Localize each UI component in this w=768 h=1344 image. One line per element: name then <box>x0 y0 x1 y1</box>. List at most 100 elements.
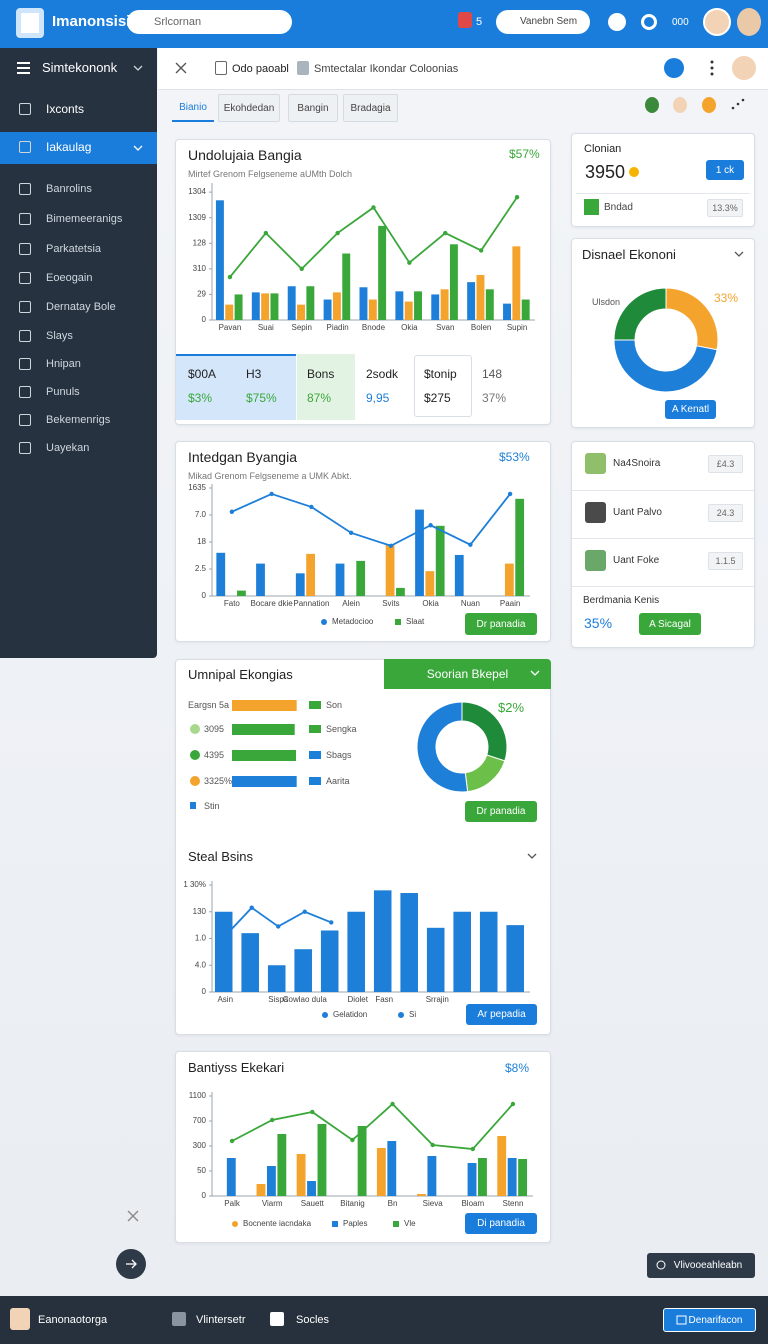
footer <box>0 1296 768 1344</box>
label: Simtekononk <box>42 60 118 75</box>
fab[interactable] <box>116 1249 146 1279</box>
sidebar-item[interactable]: Ixconts <box>46 102 85 116</box>
sidebar-active[interactable] <box>0 132 157 164</box>
button[interactable]: Vlivooeahleabn <box>647 1253 755 1278</box>
sidebar-item[interactable]: Banrolins <box>46 183 92 195</box>
sidebar-item[interactable]: Slays <box>46 330 73 342</box>
more-icon <box>731 106 735 110</box>
avatar[interactable] <box>737 8 761 36</box>
list-label: Uant Palvo <box>613 506 662 518</box>
label: Srlcornan <box>154 16 202 28</box>
avatar[interactable] <box>703 8 731 36</box>
sidebar-icon <box>19 386 31 398</box>
menu-icon <box>17 62 30 64</box>
button[interactable]: 1 ck <box>706 160 744 180</box>
button[interactable]: A Kenatl <box>665 400 716 419</box>
chart-title: Steal Bsins <box>188 849 254 864</box>
label: 000 <box>672 17 689 28</box>
close-icon <box>127 1210 139 1222</box>
button[interactable]: Di panadia <box>465 1213 537 1234</box>
sidebar-icon <box>19 183 31 195</box>
tab[interactable]: Bradagia <box>343 94 398 122</box>
legend-label: Son <box>326 700 343 710</box>
stat-box <box>414 355 472 417</box>
close-icon <box>127 1210 139 1222</box>
badge: $57% <box>509 147 540 161</box>
legend-label: Stin <box>204 801 220 811</box>
chat-icon[interactable] <box>608 13 626 31</box>
avatar[interactable] <box>732 56 756 80</box>
tab[interactable]: Bianio <box>172 94 214 122</box>
sidebar-item[interactable]: Bimemeeranigs <box>46 213 123 225</box>
sidebar-item[interactable]: Uayekan <box>46 442 90 454</box>
footer-item[interactable]: Socles <box>296 1314 330 1326</box>
item-icon <box>585 501 606 523</box>
sidebar-icon <box>19 414 31 426</box>
stat-value: $tonip <box>424 367 457 381</box>
avatar <box>10 1308 30 1330</box>
label: Bndad <box>604 202 633 213</box>
button[interactable]: Dr panadia <box>465 801 537 822</box>
legend-label: Sbags <box>326 750 352 760</box>
footer-icon <box>172 1312 186 1326</box>
sidebar-item[interactable]: Punuls <box>46 386 80 398</box>
button[interactable]: A Sicagal <box>639 613 701 635</box>
action-icon[interactable] <box>664 58 684 78</box>
sidebar-icon <box>19 330 31 342</box>
badge: $8% <box>505 1061 530 1075</box>
divider <box>576 193 750 194</box>
sidebar-icon <box>19 272 31 284</box>
settings-icon[interactable] <box>641 14 657 30</box>
stat-value: 37% <box>482 391 507 405</box>
sidebar-icon <box>19 442 31 454</box>
stat-value: 9,95 <box>366 391 390 405</box>
button[interactable]: Ar pepadia <box>466 1004 537 1025</box>
sidebar-item[interactable]: Iakaulag <box>46 140 92 154</box>
sidebar-icon <box>19 141 31 153</box>
chart-title: Undolujaia Bangia <box>188 147 302 163</box>
search-box[interactable] <box>127 10 292 34</box>
value-box: 13.3% <box>707 199 743 217</box>
sidebar-item[interactable]: Hnipan <box>46 358 81 370</box>
chart-title: Disnael Ekononi <box>582 247 676 262</box>
button[interactable]: Dr panadia <box>465 613 537 635</box>
divider <box>572 538 754 539</box>
stat-value: 2sodk <box>366 367 399 381</box>
category-label: 3325% <box>204 776 233 786</box>
tab[interactable]: Bangin <box>288 94 338 122</box>
toolbar-tab[interactable]: Smtectalar Ikondar Coloonias <box>314 63 459 75</box>
sidebar-item[interactable]: Bekemenrigs <box>46 414 111 426</box>
annotation: $2% <box>498 700 525 715</box>
stat-highlight <box>297 354 355 420</box>
list-footer-value: 35% <box>584 615 613 631</box>
user-icon <box>702 97 716 113</box>
user-icon <box>645 97 659 113</box>
sidebar-item[interactable]: Dernatay Bole <box>46 301 116 313</box>
item-icon <box>585 453 606 474</box>
menu-icon <box>17 67 30 69</box>
sidebar-item[interactable]: Eoeogain <box>46 272 93 284</box>
stat-value: H3 <box>246 367 262 381</box>
chart-title: Bantiyss Ekekari <box>188 1060 285 1075</box>
sidebar-icon <box>19 358 31 370</box>
button[interactable]: Denarifacon <box>663 1308 756 1332</box>
tab[interactable]: Ekohdedan <box>218 94 280 122</box>
more-icon <box>736 102 740 106</box>
button[interactable]: Soorian Bkepel <box>384 659 551 689</box>
chart-subtitle: Mikad Grenom Felgseneme a UMK Abkt. <box>188 471 352 481</box>
stat-value: 87% <box>307 391 332 405</box>
pie-label: Ulsdon <box>592 297 621 307</box>
sidebar-icon <box>19 301 31 313</box>
list-footer-title: Berdmania Kenis <box>583 595 660 606</box>
card <box>175 659 551 1035</box>
footer-item[interactable]: Vlintersetr <box>196 1314 246 1326</box>
stat-value: 148 <box>482 367 503 381</box>
list-label: Na4Snoira <box>613 458 661 469</box>
toolbar-tab[interactable]: Odo paoabl <box>232 63 289 75</box>
item-icon <box>585 550 606 571</box>
value-box: 1.1.5 <box>708 552 743 570</box>
stat-value: $3% <box>188 391 213 405</box>
search-box[interactable] <box>496 10 590 34</box>
sidebar-item[interactable]: Parkatetsia <box>46 243 102 255</box>
